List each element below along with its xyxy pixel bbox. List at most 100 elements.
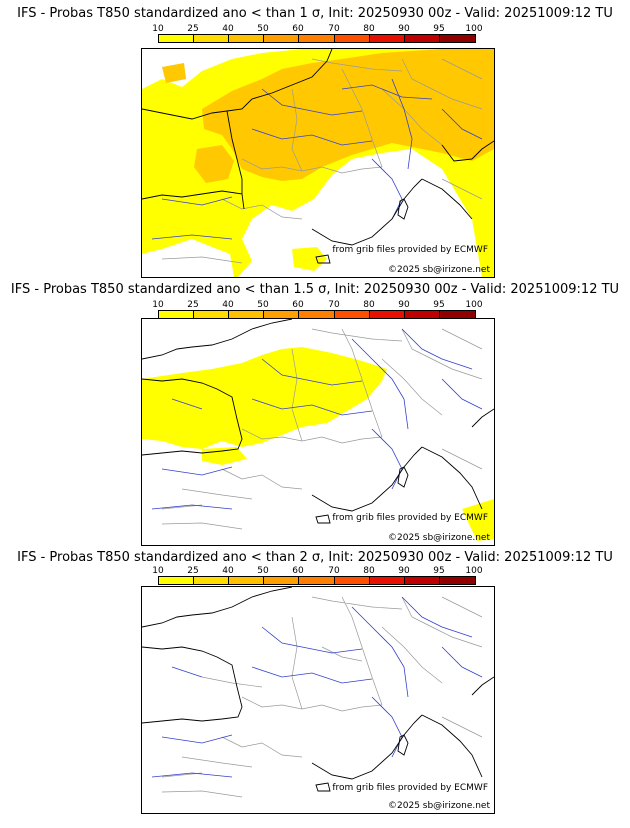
data-source-credit: from grib files provided by ECMWF	[332, 783, 488, 793]
scale-segment	[264, 311, 300, 318]
scale-segment	[264, 35, 300, 42]
scale-tick: 50	[257, 24, 269, 34]
map-graphic	[142, 587, 494, 798]
map-graphic	[142, 319, 494, 541]
copyright-credit: ©2025 sb@irizone.net	[388, 801, 490, 811]
scale-segment	[404, 577, 440, 584]
scale-segment	[229, 35, 265, 42]
map-panel-1: IFS - Probas T850 standardized ano < tha…	[0, 0, 630, 278]
scale-segment	[159, 35, 195, 42]
scale-tick: 70	[328, 300, 340, 310]
panel-title: IFS - Probas T850 standardized ano < tha…	[10, 282, 620, 297]
scale-segment	[264, 577, 300, 584]
scale-segment	[194, 35, 230, 42]
probability-area-10	[292, 247, 327, 271]
scale-segment	[159, 311, 195, 318]
scale-segment	[229, 311, 265, 318]
scale-tick: 90	[398, 566, 410, 576]
probability-scale: 10 25 40 50 60 70 80 90 95 100	[152, 566, 483, 586]
probability-scale: 10 25 40 50 60 70 80 90 95 100	[152, 24, 483, 44]
scale-tick: 90	[398, 300, 410, 310]
scale-tick: 60	[292, 566, 304, 576]
scale-tick: 90	[398, 24, 410, 34]
scale-tick: 70	[328, 24, 340, 34]
probability-area-25	[194, 145, 234, 183]
scale-tick: 25	[187, 566, 199, 576]
scale-tick: 60	[292, 300, 304, 310]
country-borders	[161, 58, 483, 264]
scale-tick: 50	[257, 566, 269, 576]
probability-scale: 10 25 40 50 60 70 80 90 95 100	[152, 300, 483, 320]
island-mallorca	[315, 782, 331, 792]
scale-segment	[299, 35, 335, 42]
scale-colorbar	[158, 576, 476, 585]
scale-segment	[334, 35, 370, 42]
scale-segment	[439, 35, 475, 42]
scale-segment	[439, 311, 475, 318]
scale-segment	[334, 311, 370, 318]
country-borders	[161, 596, 483, 798]
map-graphic	[142, 49, 494, 277]
forecast-map: from grib files provided by ECMWF ©2025 …	[141, 586, 495, 814]
coastline	[142, 319, 494, 512]
island-corsica	[397, 734, 409, 756]
scale-tick: 10	[152, 566, 164, 576]
scale-tick: 100	[465, 566, 483, 576]
scale-segment	[369, 35, 405, 42]
rivers	[151, 78, 483, 240]
scale-tick: 70	[328, 566, 340, 576]
rivers	[151, 328, 483, 510]
island-mallorca	[315, 254, 331, 264]
scale-tick: 80	[363, 566, 375, 576]
scale-tick: 100	[465, 24, 483, 34]
scale-segment	[229, 577, 265, 584]
scale-segment	[369, 311, 405, 318]
probability-area-10	[142, 347, 387, 449]
rivers	[151, 596, 483, 778]
scale-colorbar	[158, 34, 476, 43]
scale-ticks: 10 25 40 50 60 70 80 90 95 100	[152, 24, 482, 34]
copyright-credit: ©2025 sb@irizone.net	[388, 533, 490, 543]
island-corsica	[397, 466, 409, 488]
map-panel-3: IFS - Probas T850 standardized ano < tha…	[0, 544, 630, 828]
country-borders	[161, 328, 483, 530]
map-panel-2: IFS - Probas T850 standardized ano < tha…	[0, 276, 630, 548]
forecast-map: from grib files provided by ECMWF ©2025 …	[141, 318, 495, 546]
scale-segment	[404, 311, 440, 318]
scale-segment	[369, 577, 405, 584]
coastline	[142, 587, 494, 780]
scale-ticks: 10 25 40 50 60 70 80 90 95 100	[152, 566, 482, 576]
scale-tick: 25	[187, 24, 199, 34]
scale-tick: 80	[363, 24, 375, 34]
island-corsica	[397, 198, 409, 220]
data-source-credit: from grib files provided by ECMWF	[332, 245, 488, 255]
scale-tick: 100	[465, 300, 483, 310]
scale-tick: 95	[433, 566, 445, 576]
scale-tick: 40	[222, 300, 234, 310]
scale-tick: 40	[222, 24, 234, 34]
scale-segment	[299, 577, 335, 584]
scale-segment	[439, 577, 475, 584]
copyright-credit: ©2025 sb@irizone.net	[388, 265, 490, 275]
scale-tick: 80	[363, 300, 375, 310]
scale-tick: 10	[152, 24, 164, 34]
scale-tick: 40	[222, 566, 234, 576]
panel-title: IFS - Probas T850 standardized ano < tha…	[17, 550, 613, 565]
probability-area-25	[202, 49, 494, 181]
scale-tick: 95	[433, 24, 445, 34]
forecast-map: from grib files provided by ECMWF ©2025 …	[141, 48, 495, 278]
scale-segment	[299, 311, 335, 318]
probability-area-10	[202, 447, 247, 465]
coastline	[142, 49, 494, 246]
island-mallorca	[315, 514, 331, 524]
scale-segment	[194, 577, 230, 584]
scale-segment	[404, 35, 440, 42]
data-source-credit: from grib files provided by ECMWF	[332, 513, 488, 523]
scale-tick: 10	[152, 300, 164, 310]
scale-segment	[194, 311, 230, 318]
scale-ticks: 10 25 40 50 60 70 80 90 95 100	[152, 300, 482, 310]
probability-area-10	[462, 499, 494, 541]
scale-tick: 50	[257, 300, 269, 310]
scale-tick: 60	[292, 24, 304, 34]
scale-tick: 25	[187, 300, 199, 310]
